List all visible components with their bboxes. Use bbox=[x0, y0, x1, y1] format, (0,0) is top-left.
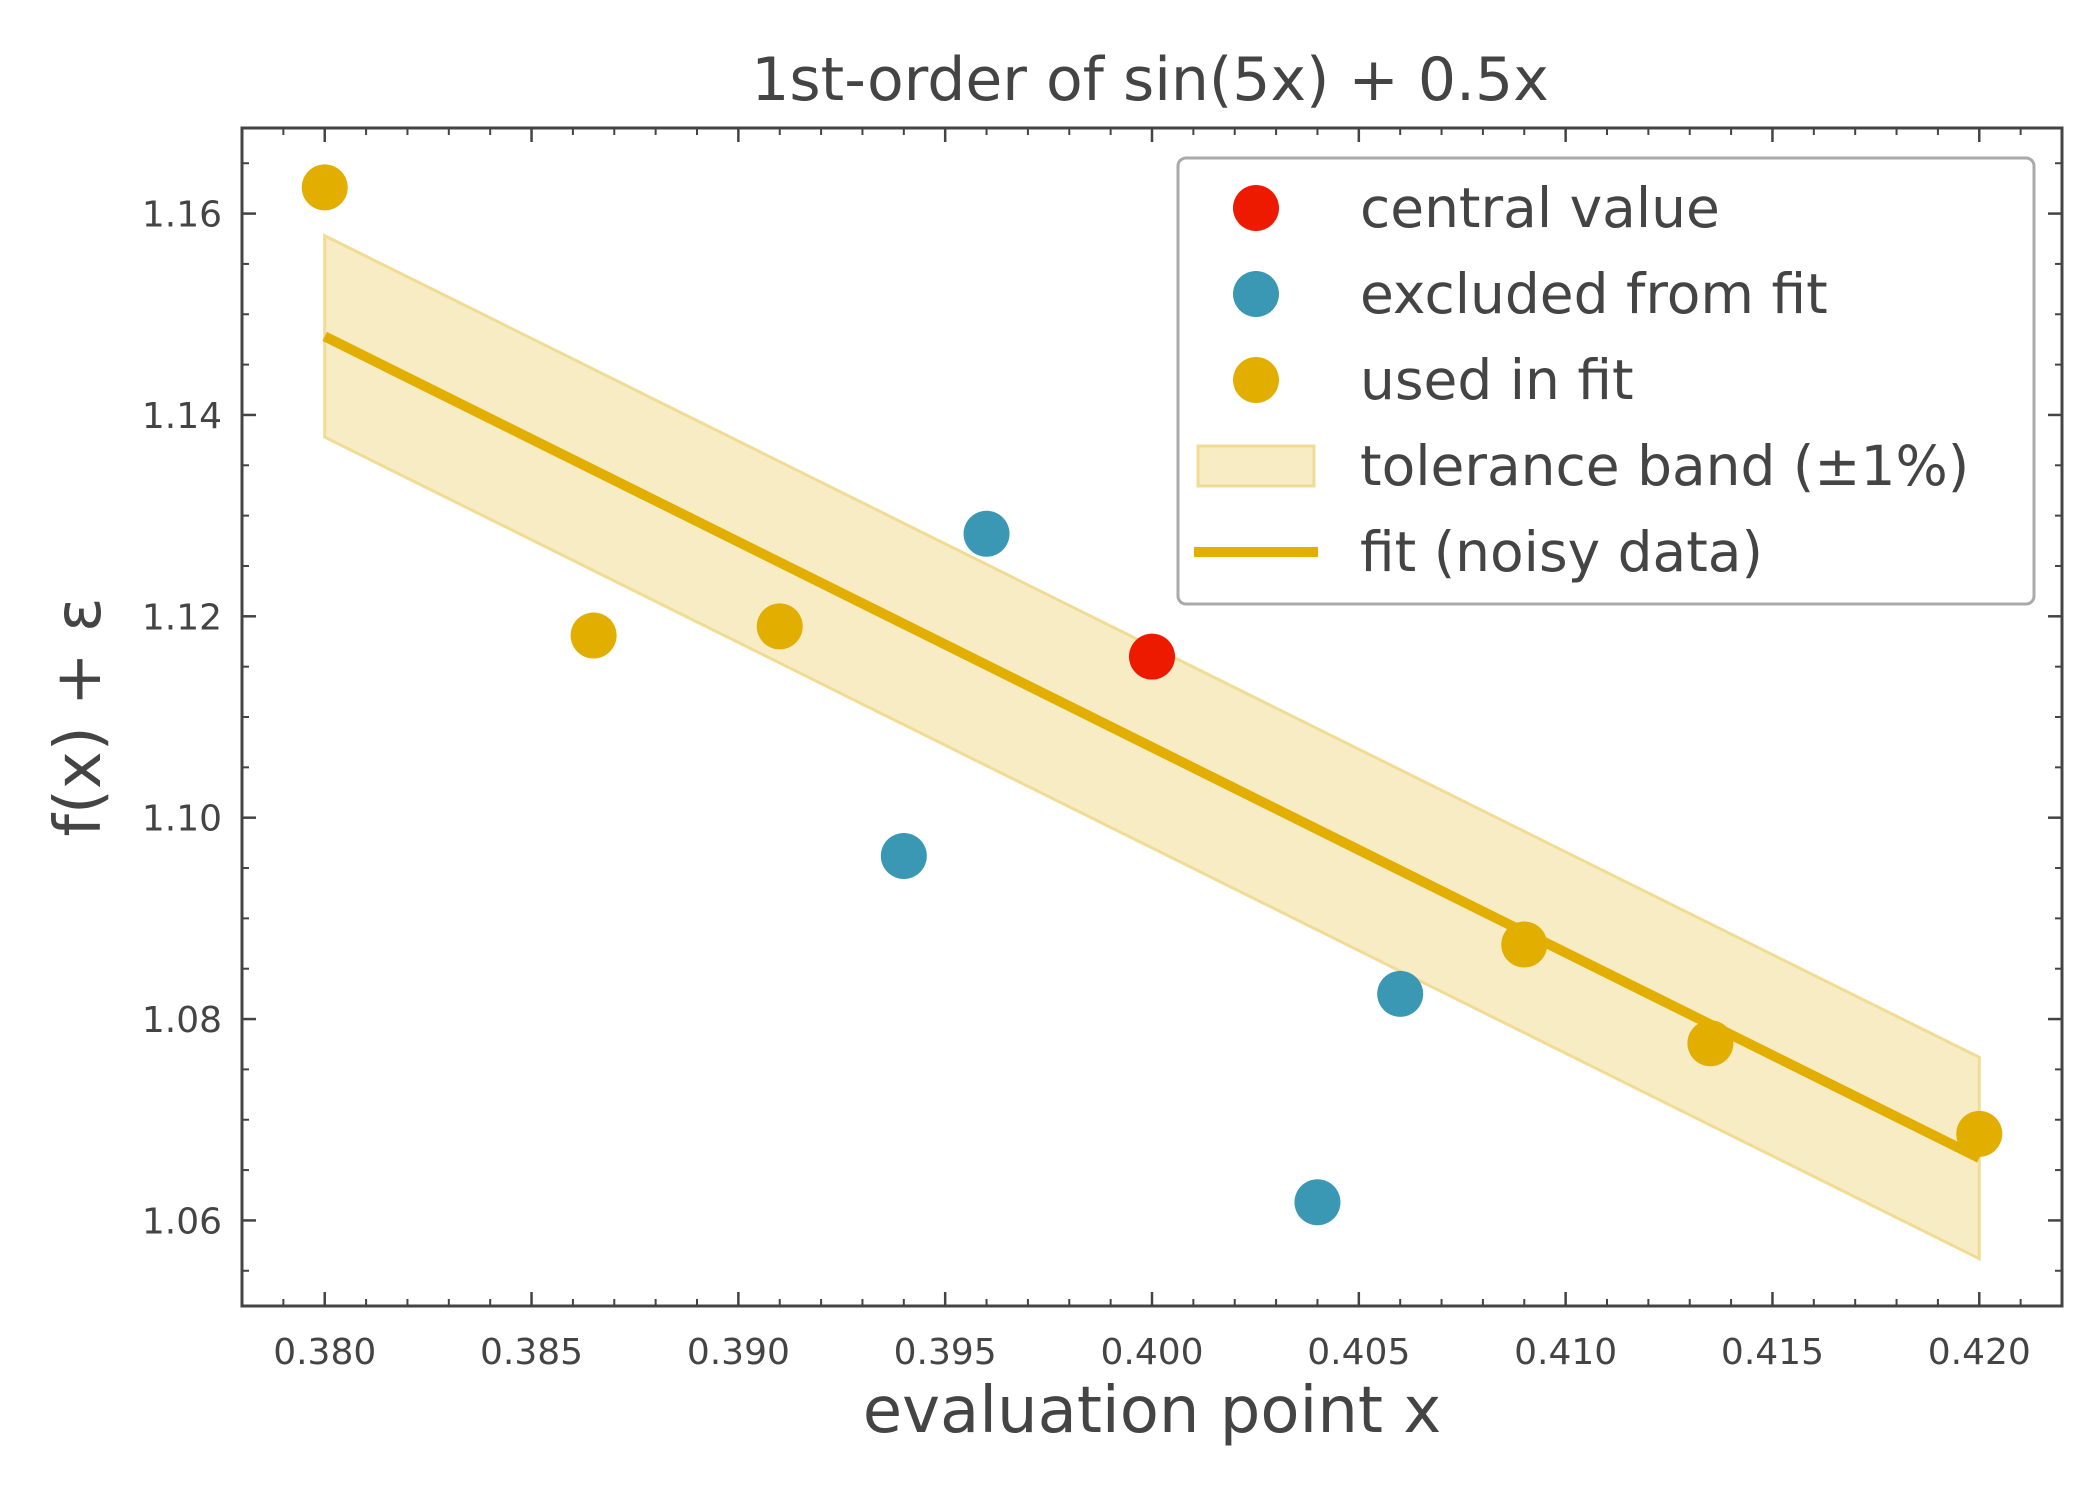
fit-line bbox=[322, 331, 1982, 1163]
used-in-fit-point bbox=[1687, 1020, 1734, 1067]
x-tick-label: 0.395 bbox=[894, 1332, 997, 1373]
legend-marker bbox=[1233, 357, 1279, 403]
legend-patch bbox=[1196, 444, 1316, 488]
x-tick-label: 0.410 bbox=[1514, 1332, 1617, 1373]
used-in-fit-point bbox=[1956, 1110, 2003, 1157]
plot-area bbox=[301, 164, 2003, 1262]
legend-label: central value bbox=[1360, 176, 1720, 240]
excluded-point bbox=[963, 510, 1010, 557]
excluded-point bbox=[1294, 1179, 1341, 1226]
x-axis-label: evaluation point x bbox=[863, 1374, 1441, 1448]
y-tick-label: 1.06 bbox=[142, 1201, 222, 1242]
excluded-point bbox=[1377, 970, 1424, 1017]
used-in-fit-point bbox=[756, 603, 803, 650]
y-tick-label: 1.12 bbox=[142, 597, 222, 638]
y-tick-label: 1.16 bbox=[142, 195, 222, 236]
x-tick-label: 0.390 bbox=[687, 1332, 790, 1373]
legend-marker bbox=[1233, 271, 1279, 317]
axis-ticks: 0.380 0.385 0.390 0.395 0.400 0.405 0.410 0.415… bbox=[142, 128, 2063, 1373]
legend-box bbox=[1176, 156, 2036, 606]
legend: central value excluded from fit used in fi… bbox=[1176, 156, 2036, 606]
y-tick-label: 1.10 bbox=[142, 799, 222, 840]
legend-label: excluded from fit bbox=[1360, 262, 1828, 326]
x-tick-label: 0.420 bbox=[1928, 1332, 2031, 1373]
x-tick-label: 0.380 bbox=[273, 1332, 376, 1373]
y-tick-label: 1.14 bbox=[142, 396, 222, 437]
legend-label: used in fit bbox=[1360, 348, 1634, 412]
used-in-fit-point bbox=[570, 612, 617, 659]
used-in-fit-point bbox=[301, 164, 348, 211]
legend-label: tolerance band (±1%) bbox=[1360, 434, 1969, 498]
x-tick-label: 0.415 bbox=[1721, 1332, 1824, 1373]
x-tick-label: 0.400 bbox=[1100, 1332, 1203, 1373]
y-axis-label: f(x) + ε bbox=[42, 597, 116, 836]
used-in-fit-point bbox=[1501, 921, 1548, 968]
central-value-point bbox=[1129, 633, 1175, 680]
y-tick-label: 1.08 bbox=[142, 1000, 222, 1041]
x-tick-label: 0.405 bbox=[1307, 1332, 1410, 1373]
legend-marker bbox=[1233, 185, 1279, 231]
legend-label: fit (noisy data) bbox=[1360, 520, 1763, 584]
chart-title: 1st-order of sin(5x) + 0.5x bbox=[751, 45, 1549, 115]
excluded-point bbox=[880, 832, 927, 879]
x-tick-label: 0.385 bbox=[480, 1332, 583, 1373]
